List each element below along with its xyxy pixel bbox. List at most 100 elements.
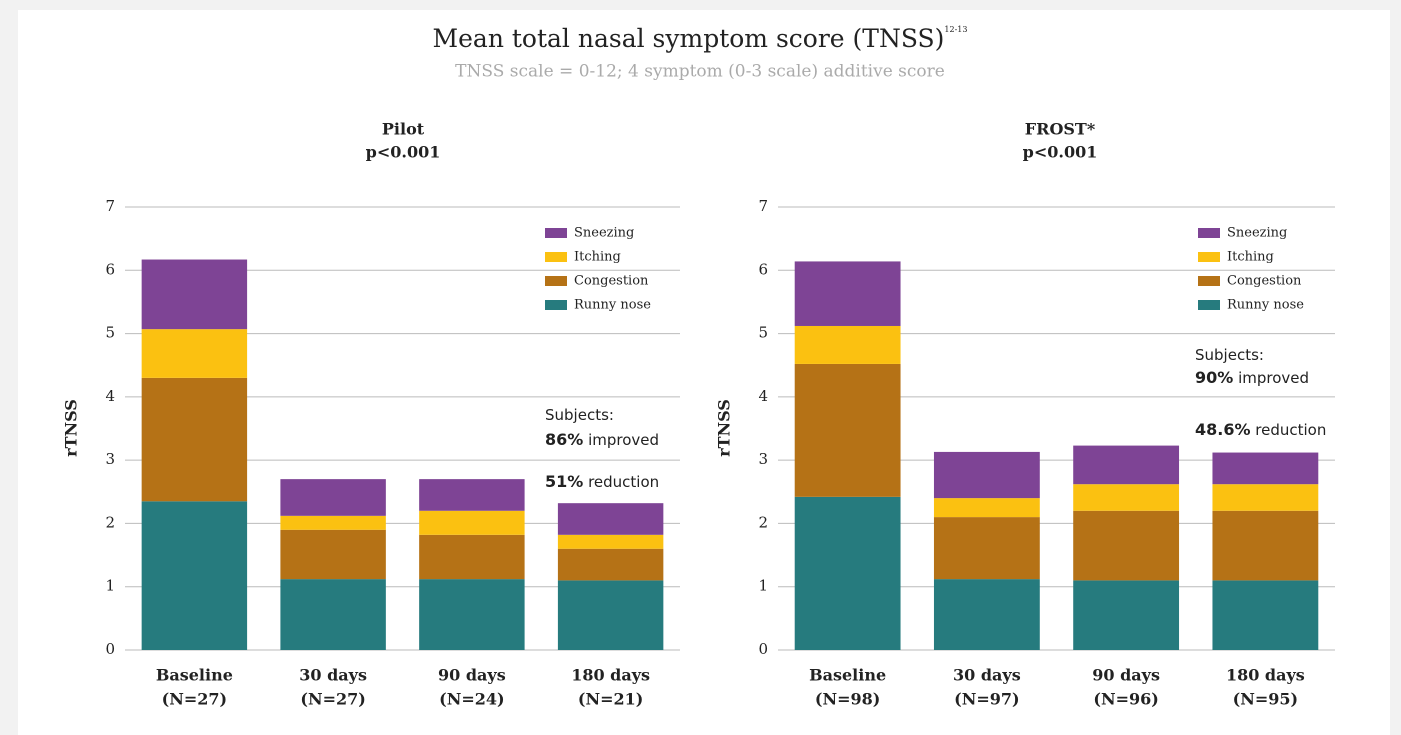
page-subtitle: TNSS scale = 0-12; 4 symptom (0-3 scale)… — [455, 62, 945, 82]
y-tick-label: 1 — [105, 577, 115, 595]
legend-swatch — [545, 252, 567, 262]
x-tick-sample-size: (N=96) — [1093, 690, 1158, 709]
bar-segment — [557, 580, 664, 650]
x-tick-sample-size: (N=21) — [578, 690, 643, 709]
y-tick-label: 6 — [105, 260, 115, 278]
legend-swatch — [545, 228, 567, 238]
x-tick-label: 180 days — [571, 666, 650, 685]
annotation-part: 51% — [545, 472, 583, 491]
annotation-part: improved — [583, 431, 659, 449]
legend-swatch — [545, 276, 567, 286]
bar-segment — [419, 510, 525, 535]
legend-swatch — [1198, 252, 1220, 262]
legend-label: Runny nose — [1227, 298, 1304, 313]
legend-label: Itching — [574, 250, 621, 265]
legend-label: Itching — [1227, 250, 1274, 265]
x-tick-label: 90 days — [1092, 666, 1160, 685]
annotation: Subjects: — [1195, 346, 1264, 364]
bar-segment — [933, 579, 1040, 650]
y-tick-label: 1 — [758, 577, 768, 595]
x-tick-sample-size: (N=24) — [439, 690, 504, 709]
annotation-part: reduction — [1251, 421, 1327, 439]
legend-swatch — [1198, 276, 1220, 286]
y-tick-label: 3 — [758, 450, 768, 468]
y-tick-label: 3 — [105, 450, 115, 468]
bar-segment — [557, 534, 664, 549]
annotation-part: Subjects: — [1195, 346, 1264, 364]
chart-subtitle: p<0.001 — [1023, 143, 1098, 162]
bar-segment — [557, 503, 664, 535]
annotation-part: 86% — [545, 430, 583, 449]
bar-segment — [557, 548, 664, 581]
annotation-part: 48.6% — [1195, 420, 1251, 439]
bar-segment — [280, 579, 386, 650]
bar-segment — [794, 496, 901, 650]
annotation-part: Subjects: — [545, 406, 614, 424]
bar-segment — [280, 515, 386, 530]
bar-segment — [794, 261, 901, 326]
y-tick-label: 0 — [758, 640, 768, 658]
bar-segment — [280, 529, 386, 580]
bar-segment — [1073, 510, 1180, 581]
y-axis-label: rTNSS — [715, 399, 734, 457]
annotation: 48.6% reduction — [1195, 420, 1326, 439]
bar-segment — [1073, 445, 1180, 485]
chart-title: FROST* — [1025, 120, 1096, 139]
page-title: Mean total nasal symptom score (TNSS)12-… — [433, 24, 968, 53]
x-tick-label: 30 days — [953, 666, 1021, 685]
x-tick-label: 30 days — [299, 666, 367, 685]
bar-segment — [933, 451, 1040, 499]
bar-segment — [141, 377, 248, 502]
bar-segment — [794, 363, 901, 497]
annotation: 51% reduction — [545, 472, 659, 491]
bar-segment — [1073, 484, 1180, 511]
bar-segment — [419, 479, 525, 511]
x-tick-sample-size: (N=27) — [300, 690, 365, 709]
bar-segment — [1073, 580, 1180, 650]
legend-label: Congestion — [1227, 274, 1302, 289]
bar-segment — [1212, 452, 1319, 485]
legend-swatch — [545, 300, 567, 310]
annotation: 86% improved — [545, 430, 659, 449]
y-tick-label: 7 — [758, 197, 768, 215]
y-tick-label: 2 — [758, 513, 768, 531]
legend-swatch — [1198, 300, 1220, 310]
bar-segment — [280, 479, 386, 516]
y-tick-label: 2 — [105, 513, 115, 531]
bar-segment — [794, 325, 901, 364]
bar-segment — [1212, 580, 1319, 650]
legend-swatch — [1198, 228, 1220, 238]
bar-segment — [141, 329, 248, 378]
x-tick-sample-size: (N=27) — [162, 690, 227, 709]
annotation-part: improved — [1233, 369, 1309, 387]
annotation-part: 90% — [1195, 368, 1233, 387]
annotation-part: reduction — [583, 473, 659, 491]
bar-segment — [141, 259, 248, 330]
bar-segment — [933, 498, 1040, 518]
legend-label: Congestion — [574, 274, 649, 289]
title-text: Mean total nasal symptom score (TNSS) — [433, 24, 945, 53]
chart-title: Pilot — [382, 120, 425, 139]
legend-label: Sneezing — [574, 226, 634, 241]
x-tick-label: Baseline — [809, 666, 886, 685]
legend-label: Sneezing — [1227, 226, 1287, 241]
chart-subtitle: p<0.001 — [366, 143, 441, 162]
legend-label: Runny nose — [574, 298, 651, 313]
y-axis-label: rTNSS — [62, 399, 81, 457]
x-tick-sample-size: (N=95) — [1233, 690, 1298, 709]
annotation: 90% improved — [1195, 368, 1309, 387]
bar-segment — [419, 534, 525, 580]
x-tick-label: 180 days — [1226, 666, 1305, 685]
y-tick-label: 7 — [105, 197, 115, 215]
title-superscript: 12-13 — [944, 25, 967, 34]
y-tick-label: 0 — [105, 640, 115, 658]
x-tick-label: Baseline — [156, 666, 233, 685]
bar-segment — [1212, 484, 1319, 511]
bar-segment — [141, 501, 248, 650]
y-tick-label: 5 — [105, 324, 115, 342]
annotation: Subjects: — [545, 406, 614, 424]
x-tick-sample-size: (N=97) — [954, 690, 1019, 709]
y-tick-label: 5 — [758, 324, 768, 342]
y-tick-label: 4 — [105, 387, 115, 405]
